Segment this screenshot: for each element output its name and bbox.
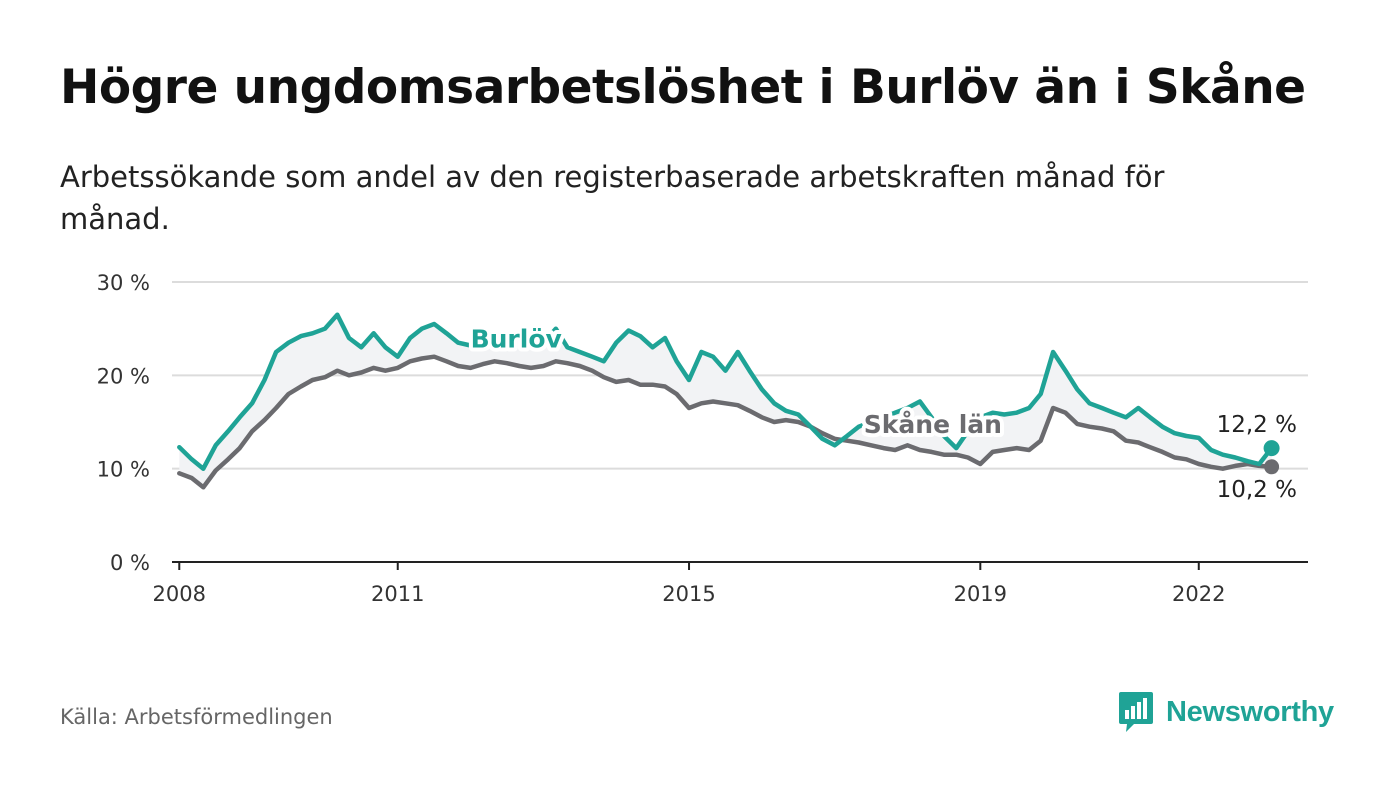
brand-name: Newsworthy (1166, 695, 1334, 728)
label-layer: 0 % 10 % 20 % 30 % 2008 2011 2015 2019 2022 Burlö… (97, 271, 1300, 606)
skane-end-point (1264, 459, 1280, 475)
skane-line (177, 354, 1274, 490)
difference-band (179, 314, 1272, 488)
burlov-end-label: 12,2 % (1217, 412, 1297, 438)
skane-end-label: 10,2 % (1217, 477, 1297, 503)
x-tick-label: 2011 (371, 582, 424, 606)
y-tick-label: 30 % (97, 271, 150, 295)
chart-subtitle: Arbetssökande som andel av den registerb… (60, 160, 1165, 236)
x-tick-label: 2019 (954, 582, 1007, 606)
y-tick-label: 20 % (97, 364, 150, 388)
grid-layer (172, 281, 1308, 570)
source-note: Källa: Arbetsförmedlingen (60, 705, 333, 729)
chart-title: Högre ungdomsarbetslöshet i Burlöv än i … (60, 60, 1306, 115)
y-tick-label: 0 % (110, 551, 150, 575)
y-tick-label: 10 % (97, 458, 150, 482)
burlov-series-label: Burlöv (471, 324, 562, 353)
line-layer (177, 312, 1280, 490)
newsworthy-logo-icon (1119, 692, 1153, 732)
burlov-end-point (1263, 440, 1280, 457)
newsworthy-logo[interactable]: Newsworthy (1118, 690, 1334, 734)
burlov-line (177, 312, 1274, 471)
x-tick-label: 2008 (153, 582, 206, 606)
x-tick-label: 2022 (1172, 582, 1225, 606)
skane-series-label: Skåne län (864, 410, 1002, 439)
x-tick-label: 2015 (662, 582, 715, 606)
area-layer (179, 314, 1272, 488)
